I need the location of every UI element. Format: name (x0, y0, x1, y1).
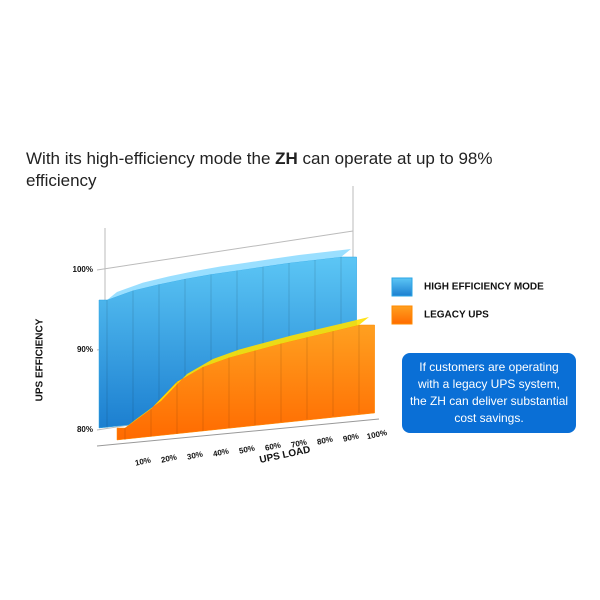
grid-line (96, 230, 354, 271)
axis (96, 418, 380, 447)
x-tick-label: 80% (316, 435, 334, 447)
title-part: can operate at up to 98% efficiency (26, 149, 493, 190)
x-tick-label: 20% (160, 453, 178, 465)
x-tick-label: 30% (186, 450, 204, 462)
legend-label: LEGACY UPS (424, 310, 489, 321)
y-tick-label: 90% (77, 345, 93, 354)
x-tick-label: 50% (238, 444, 256, 456)
annotation: If customers are operating with a legacy… (402, 353, 576, 433)
x-tick-label: 70% (290, 438, 308, 450)
legend-label: HIGH EFFICIENCY MODE (424, 282, 544, 293)
legend-swatch (391, 305, 413, 325)
annotation-text: If customers are operating with a legacy… (409, 360, 569, 425)
legend-swatch (391, 277, 413, 297)
area-top (107, 249, 351, 300)
y-tick-label: 100% (73, 265, 93, 274)
area-top (125, 317, 369, 428)
x-tick-label: 100% (366, 428, 388, 441)
x-tick-label: 40% (212, 447, 230, 459)
x-tick-label: 10% (134, 456, 152, 468)
x-tick-label: 90% (342, 432, 360, 444)
chart-title: With its high-efficiency mode the ZH can… (26, 148, 566, 192)
title-part: With its high-efficiency mode the (26, 149, 276, 168)
title-part: ZH (275, 149, 298, 168)
y-tick-label: 80% (77, 425, 93, 434)
y-axis-label: UPS EFFICIENCY (35, 318, 46, 401)
x-tick-label: 60% (264, 441, 282, 453)
